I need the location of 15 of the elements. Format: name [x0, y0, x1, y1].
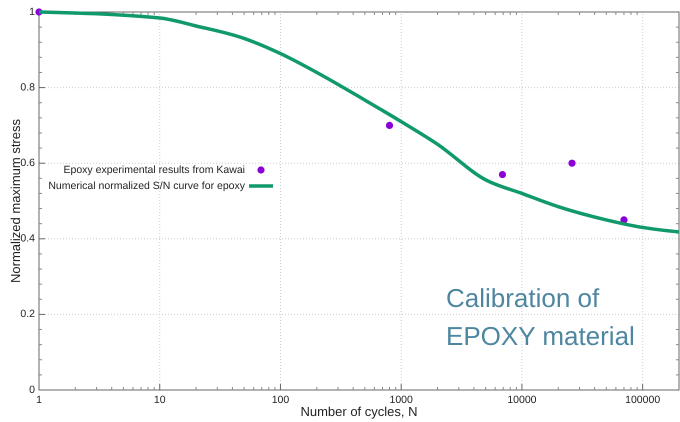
- x-tick-label: 100: [272, 394, 290, 406]
- y-tick-label: 0.2: [20, 308, 36, 320]
- y-tick-label: 0.8: [20, 81, 36, 94]
- y-tick-label: 1: [29, 6, 36, 18]
- x-tick-label: 10000: [507, 394, 537, 406]
- x-tick-label: 100000: [625, 394, 660, 406]
- annotation: Calibration of EPOXY material: [446, 283, 635, 351]
- x-tick-label: 1000: [390, 394, 414, 406]
- x-tick-label: 10: [154, 394, 166, 406]
- y-tick-label: 0.6: [20, 156, 36, 169]
- x-axis-title: Number of cycles, N: [300, 404, 418, 419]
- legend-label: Numerical normalized S/N curve for epoxy: [48, 180, 246, 192]
- y-tick-label: 0.4: [20, 232, 36, 245]
- legend-label: Epoxy experimental results from Kawai: [64, 164, 245, 176]
- y-tick-label: 0: [29, 384, 36, 396]
